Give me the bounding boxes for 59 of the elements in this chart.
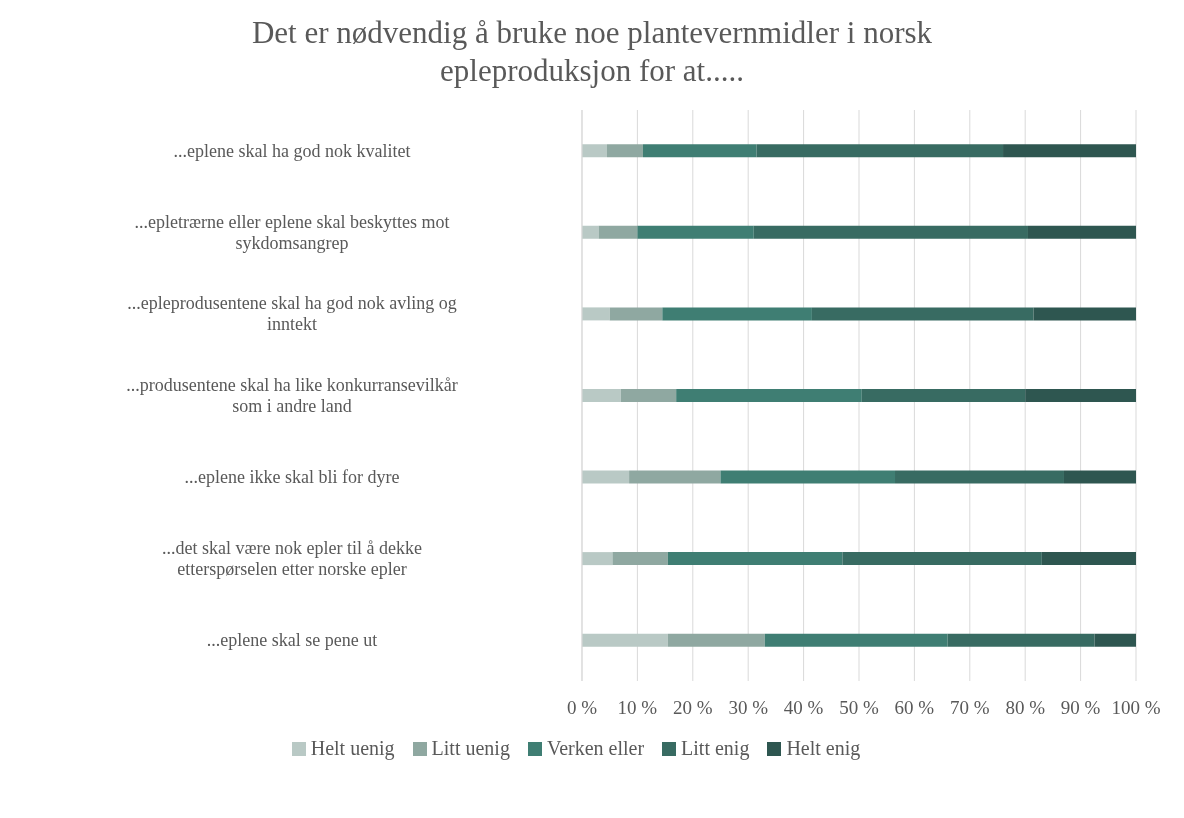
bar: [620, 388, 677, 402]
y-tick-label: ...epleprodusentene skal ha god nok avling og inntekt: [127, 293, 457, 335]
bar: [637, 225, 754, 239]
x-tick-label: 60 %: [894, 697, 935, 719]
y-tick-label: ...det skal være nok epler til å dekke etterspørselen etter norske epler: [162, 538, 422, 580]
bar: [756, 144, 1004, 158]
legend-label: Helt enig: [786, 737, 861, 760]
bar: [609, 307, 663, 321]
x-tick-label: 40 %: [783, 697, 824, 719]
x-tick-label: 80 %: [1005, 697, 1046, 719]
y-tick-label: ...eplene skal se pene ut: [206, 630, 378, 651]
bar: [582, 144, 607, 158]
bar: [582, 633, 668, 647]
x-tick-label: 50 %: [839, 697, 879, 719]
bar: [667, 633, 765, 647]
y-tick-label: ...eplene skal ha god nok kvalitet: [173, 140, 411, 161]
bar: [582, 552, 613, 566]
x-tick-label: 90 %: [1060, 697, 1101, 719]
bar: [642, 144, 757, 158]
bar: [667, 552, 843, 566]
legend-label: Litt enig: [681, 737, 750, 760]
bar: [1094, 633, 1136, 647]
bar: [1027, 225, 1136, 239]
bar: [764, 633, 948, 647]
bar: [720, 470, 896, 484]
legend-label: Verken eller: [546, 737, 645, 760]
bar: [606, 144, 643, 158]
bar: [861, 388, 1026, 402]
bar: [582, 470, 630, 484]
bar: [676, 388, 862, 402]
bar: [895, 470, 1064, 484]
bar: [842, 552, 1042, 566]
bar: [612, 552, 668, 566]
bar: [629, 470, 721, 484]
x-tick-label: 20 %: [673, 697, 713, 719]
chart-title: Det er nødvendig å bruke noe plantevernmidler i norsk epleproduksjon for at.....: [250, 14, 934, 90]
bar: [582, 388, 621, 402]
y-tick-label: ...produsentene skal ha like konkurransevilkår som i andre land: [126, 375, 458, 416]
bar: [1003, 144, 1136, 158]
bar: [811, 307, 1034, 321]
bar: [1063, 470, 1136, 484]
bar: [753, 225, 1028, 239]
bar: [1041, 552, 1136, 566]
y-tick-label: ...eplene ikke skal bli for dyre: [184, 467, 400, 488]
bar: [662, 307, 812, 321]
bar: [947, 633, 1095, 647]
x-tick-label: 10 %: [617, 697, 658, 719]
x-tick-label: 100 %: [1111, 697, 1161, 719]
bar: [582, 307, 610, 321]
x-tick-label: 70 %: [950, 697, 990, 719]
x-tick-label: 0 %: [566, 697, 598, 719]
x-tick-label: 30 %: [728, 697, 769, 719]
bar: [1033, 307, 1136, 321]
legend-label: Litt uenig: [431, 737, 510, 760]
bar: [598, 225, 638, 239]
bar: [582, 225, 599, 239]
bar: [1025, 388, 1136, 402]
y-tick-label: ...epletrærne eller eplene skal beskyttes mot sykdomsangrep: [134, 211, 450, 253]
legend-label: Helt uenig: [310, 737, 395, 760]
